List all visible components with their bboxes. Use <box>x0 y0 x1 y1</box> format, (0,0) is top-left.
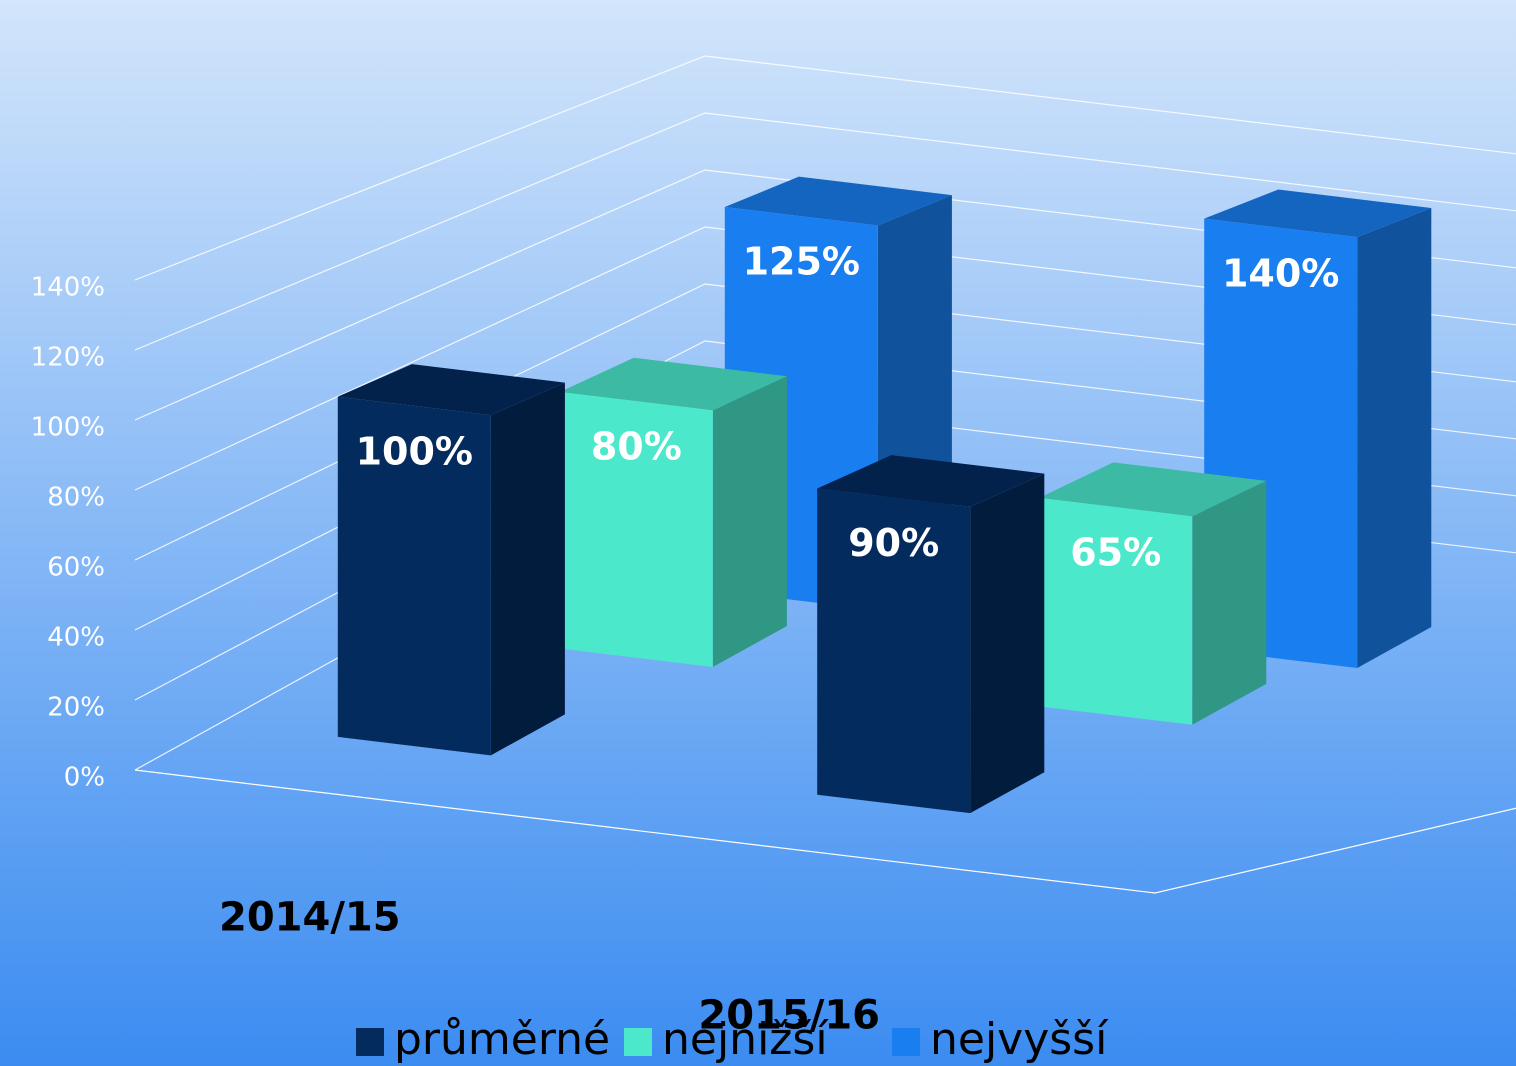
bar-top <box>817 455 1045 507</box>
y-tick-label: 120% <box>31 343 105 373</box>
value-label: 65% <box>1070 531 1161 575</box>
bar-top <box>1039 462 1267 517</box>
y-tick-label: 20% <box>47 693 105 723</box>
bar-top <box>724 176 952 226</box>
bar-side <box>712 376 787 667</box>
bar-top <box>559 357 787 411</box>
legend-label: průměrné <box>394 1014 610 1065</box>
grid-line <box>134 169 1516 421</box>
y-tick-label: 100% <box>31 413 105 443</box>
y-tick-label: 60% <box>47 553 105 583</box>
legend-swatch <box>356 1028 384 1056</box>
value-label: 125% <box>743 240 860 284</box>
value-label: 80% <box>591 425 682 469</box>
value-label: 140% <box>1222 251 1339 295</box>
x-tick-label: 2015/16 <box>698 992 880 1038</box>
grid-line <box>134 112 1516 351</box>
legend-label: nejvyšší <box>930 1014 1109 1065</box>
bar-top <box>1204 189 1432 238</box>
x-tick-label: 2014/15 <box>219 895 401 941</box>
bar-front <box>337 396 491 756</box>
bar-top <box>337 364 565 416</box>
bar-side <box>1357 207 1432 668</box>
grid-line <box>134 340 1516 631</box>
bar-front <box>559 391 713 667</box>
grid-line <box>134 55 1516 281</box>
bar-side <box>490 382 565 756</box>
legend-swatch <box>624 1028 652 1056</box>
grid-line <box>134 226 1516 491</box>
bar-side <box>1192 480 1267 725</box>
bar: 80% <box>559 357 787 667</box>
value-label: 90% <box>848 521 939 565</box>
bar: 65% <box>1039 462 1267 725</box>
y-tick-label: 80% <box>47 483 105 513</box>
grid-line <box>134 283 1516 561</box>
bar-front <box>817 488 971 814</box>
bar-front <box>1039 497 1193 725</box>
floor-edge <box>134 769 1516 894</box>
legend-swatch <box>892 1028 920 1056</box>
bar-side <box>970 473 1045 814</box>
y-tick-label: 40% <box>47 623 105 653</box>
legend-label: nejnižší <box>662 1014 829 1065</box>
value-label: 100% <box>356 429 473 473</box>
y-tick-label: 140% <box>31 273 105 303</box>
y-tick-label: 0% <box>64 763 105 793</box>
bar: 90% <box>817 455 1045 814</box>
bar: 100% <box>337 364 565 756</box>
